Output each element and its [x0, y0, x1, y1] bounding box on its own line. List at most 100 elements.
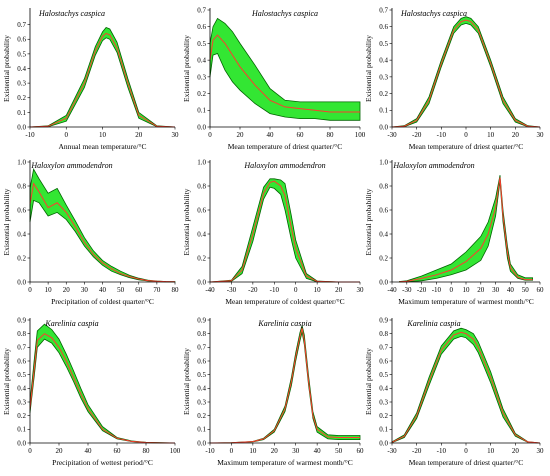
x-tick-label: -20 [417, 286, 427, 294]
mean-line [29, 333, 176, 444]
y-tick-label: 0.2 [197, 412, 206, 420]
y-axis-title: Existential probability [364, 348, 373, 415]
x-tick-label: -30 [387, 447, 397, 455]
y-tick-label: 0.9 [379, 316, 388, 324]
y-axis-title: Existential probability [182, 35, 191, 102]
confidence-band [29, 27, 176, 128]
x-tick-label: 60 [537, 286, 545, 294]
chart-panel-9: -30 -20 -10 0 10 20 30 0.0 0.1 0.2 0.3 0.4 0.5 0.6 0.7… [364, 316, 544, 467]
y-tick-label: 0.1 [197, 426, 206, 434]
x-axis-title: Annual mean temperature/°C [59, 142, 147, 151]
panel-title: Haloxylon ammodendron [243, 161, 325, 170]
y-tick-label: 1.0 [17, 158, 26, 166]
y-tick-label: 0.8 [379, 330, 388, 338]
y-axis-title: Existential probability [364, 188, 373, 255]
y-tick-label: 0.7 [17, 344, 26, 352]
x-axis-title: Mean temperature of driest quarter/°C [228, 142, 343, 151]
x-tick-label: 0 [449, 286, 453, 294]
y-tick-label: 0.8 [197, 182, 206, 190]
mean-line [391, 19, 541, 128]
y-tick-label: 0.3 [197, 398, 206, 406]
y-tick-label: 0.5 [17, 50, 26, 58]
x-tick-label: -40 [387, 286, 397, 294]
x-tick-label: 10 [249, 447, 257, 455]
mean-line [391, 331, 541, 444]
x-tick-label: 40 [99, 286, 107, 294]
y-tick-label: 0.6 [197, 357, 206, 365]
y-axis-title: Existential probability [182, 188, 191, 255]
chart-panel-2: 0 20 40 60 80 100 0.0 0.1 0.2 0.3 0.4 0.5 0.6 0.7 Mean… [182, 6, 366, 151]
x-axis-title: Mean temperature of driest quarter/°C [409, 142, 524, 151]
y-tick-label: 0.3 [17, 398, 26, 406]
panel-title: Haloxylon ammodendron [30, 161, 112, 170]
x-tick-label: 30 [292, 447, 300, 455]
y-tick-label: 0.5 [379, 371, 388, 379]
x-tick-label: -30 [402, 286, 412, 294]
y-tick-label: 0.2 [17, 254, 26, 262]
y-axis-title: Existential probability [2, 348, 11, 415]
x-tick-label: 40 [314, 447, 322, 455]
y-tick-label: 0.0 [379, 439, 388, 447]
x-tick-label: 0 [294, 286, 298, 294]
confidence-band [391, 16, 541, 128]
x-tick-label: 20 [477, 286, 485, 294]
y-tick-label: 1.0 [379, 158, 388, 166]
y-tick-label: 0.5 [379, 40, 388, 48]
x-tick-label: -20 [248, 286, 258, 294]
chart-panel-7: 0 20 40 60 80 100 0.0 0.1 0.2 0.3 0.4 0.5 0.6 0.7 0.8 0… [2, 316, 181, 467]
y-tick-label: 0.4 [379, 57, 388, 65]
mean-line [209, 180, 360, 283]
y-tick-label: 0.7 [17, 21, 26, 29]
x-tick-label: -10 [25, 131, 35, 139]
chart-panel-8: -10 0 10 20 30 40 50 60 0.0 0.1 0.2 0.3 0.4 0.5 0.6 0.7… [182, 316, 364, 467]
y-tick-label: 0.1 [17, 426, 26, 434]
x-tick-label: 80 [143, 447, 151, 455]
x-tick-label: 50 [117, 286, 125, 294]
y-axis-title: Existential probability [364, 35, 373, 102]
y-tick-label: 0.3 [379, 73, 388, 81]
x-tick-label: -10 [432, 286, 442, 294]
y-tick-label: 0.2 [197, 90, 206, 98]
panel-title: Halostachys caspica [38, 9, 105, 18]
x-tick-label: 60 [357, 447, 365, 455]
y-tick-label: 0.4 [17, 230, 26, 238]
x-tick-label: 0 [28, 447, 32, 455]
y-tick-label: 0.5 [197, 40, 206, 48]
x-tick-label: 0 [28, 286, 32, 294]
x-axis-title: Maximum temperature of warmest month/°C [217, 458, 352, 467]
x-tick-label: -10 [437, 131, 447, 139]
y-tick-label: 0.8 [197, 330, 206, 338]
y-tick-label: 0.7 [379, 344, 388, 352]
x-tick-label: -30 [387, 131, 397, 139]
y-tick-label: 0.6 [379, 23, 388, 31]
x-tick-label: -10 [205, 447, 215, 455]
x-tick-label: 30 [172, 131, 180, 139]
x-tick-label: 30 [537, 131, 545, 139]
y-tick-label: 0.2 [17, 94, 26, 102]
y-tick-label: 0.6 [379, 357, 388, 365]
y-tick-label: 0.6 [197, 23, 206, 31]
chart-panel-3: -30 -20 -10 0 10 20 30 0.0 0.1 0.2 0.3 0.4 0.5 0.6 0.7… [364, 6, 544, 151]
y-tick-label: 0.4 [197, 57, 206, 65]
x-tick-label: -20 [412, 131, 422, 139]
y-tick-label: 0.3 [17, 80, 26, 88]
x-tick-label: -40 [205, 286, 215, 294]
y-tick-label: 0.4 [17, 385, 26, 393]
y-tick-label: 0.2 [197, 254, 206, 262]
x-tick-label: -10 [270, 286, 280, 294]
y-tick-label: 0.8 [17, 182, 26, 190]
x-tick-label: 0 [464, 131, 468, 139]
y-tick-label: 0.4 [197, 230, 206, 238]
panel-title: Karelinia caspia [257, 319, 311, 328]
y-axis-title: Existential probability [2, 188, 11, 255]
panel-title: Halostachys caspica [251, 9, 318, 18]
y-tick-label: 0.1 [379, 426, 388, 434]
y-tick-label: 0.0 [379, 123, 388, 131]
panel-title: Karelinia caspia [406, 319, 460, 328]
y-tick-label: 0.0 [379, 278, 388, 286]
x-tick-label: 0 [65, 131, 69, 139]
x-tick-label: 100 [170, 447, 181, 455]
x-tick-label: 10 [487, 447, 495, 455]
panel-title: Halostachys caspica [400, 9, 467, 18]
